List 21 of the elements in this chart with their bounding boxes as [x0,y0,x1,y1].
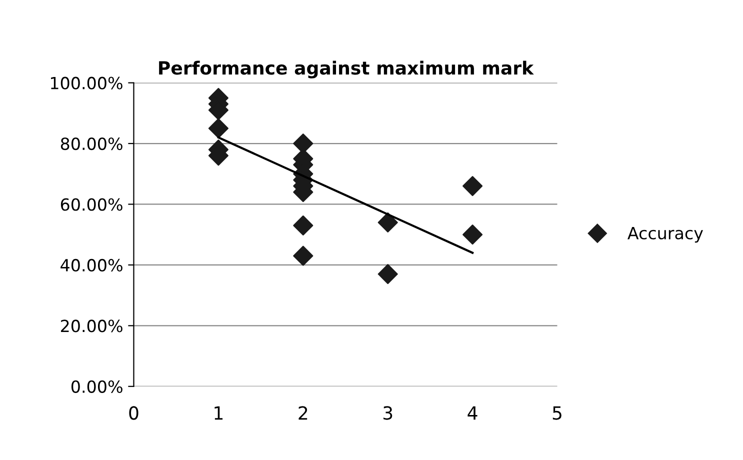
x-tick-label: 5 [552,406,562,420]
point [208,118,228,138]
x-tick-label: 0 [129,406,138,420]
point [462,224,483,245]
y-tick-label: 20.00% [60,320,122,332]
point [378,212,398,232]
y-tick-label: 60.00% [60,198,122,211]
chart-title: Performance against maximum mark [159,60,534,78]
x-tick-label: 1 [214,406,223,420]
y-tick-label: 40.00% [60,258,122,272]
y-tick-label: 80.00% [60,137,122,150]
point [293,246,314,266]
x-tick-label: 4 [468,406,478,420]
x-tick-label: 2 [298,406,308,420]
point [462,176,483,196]
point [378,264,398,284]
y-tick-label: 0.00% [71,380,122,393]
point [293,215,314,236]
y-tick-label: 100.00% [51,76,122,90]
x-tick-label: 3 [383,406,392,420]
legend-label: Accuracy [628,227,703,243]
